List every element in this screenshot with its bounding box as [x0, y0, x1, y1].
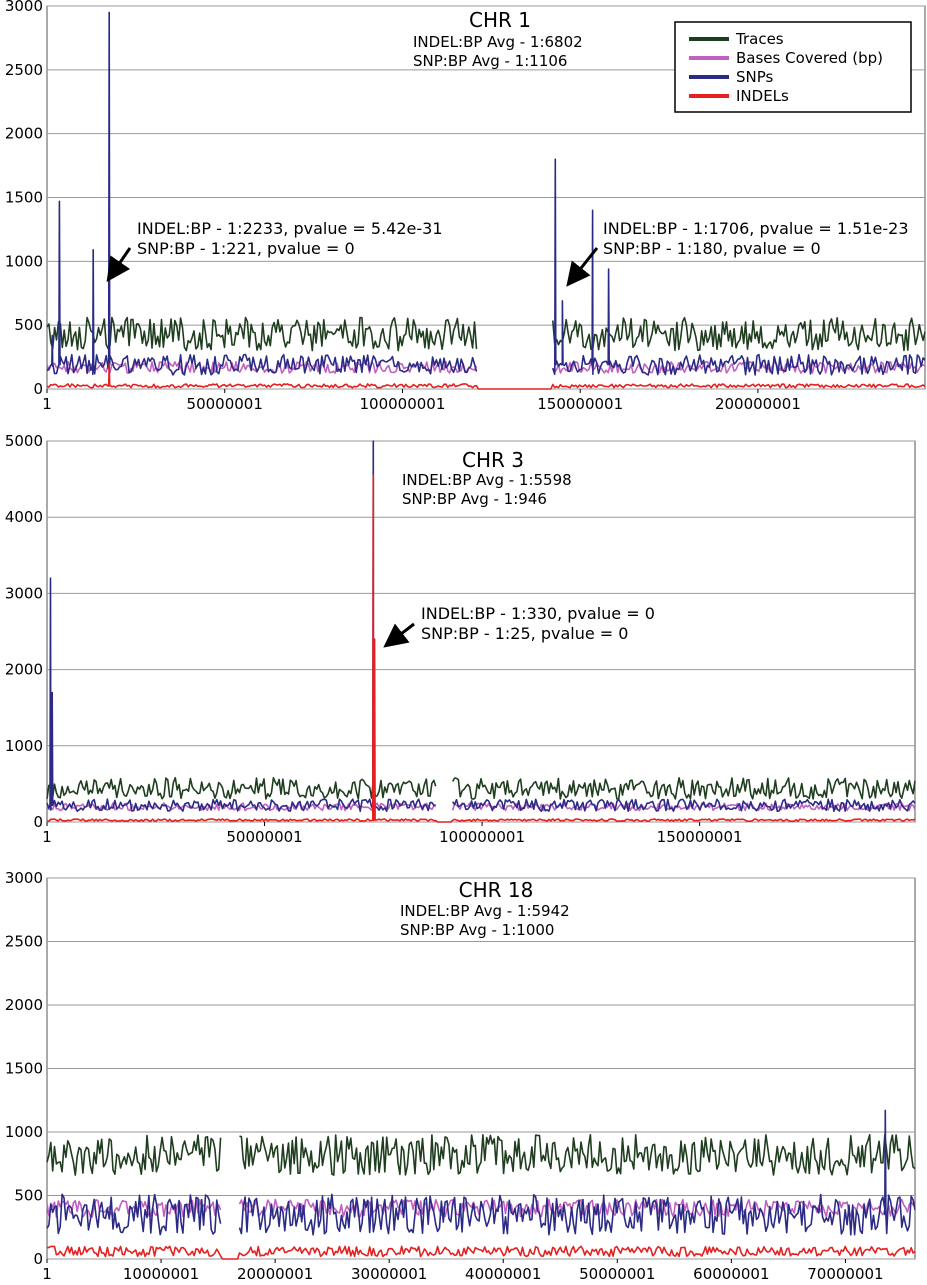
x-tick-label: 50000001 — [579, 1265, 655, 1280]
y-tick-label: 2500 — [5, 933, 43, 951]
x-tick-label: 150000001 — [657, 828, 743, 846]
series-line-traces — [46, 316, 926, 352]
series-line-snps — [46, 11, 926, 376]
x-tick-label: 200000001 — [715, 395, 801, 413]
y-tick-label: 4000 — [5, 508, 43, 526]
y-tick-label: 1000 — [5, 252, 43, 270]
chart-title: CHR 1 — [469, 8, 531, 32]
average-ratio-label: SNP:BP Avg - 1:1000 — [400, 921, 554, 939]
series-line-traces — [46, 777, 916, 800]
average-ratio-label: INDEL:BP Avg - 1:6802 — [413, 33, 583, 51]
series-line-snps — [46, 1109, 916, 1236]
x-tick-label: 50000001 — [187, 395, 263, 413]
peak-annotation-text: INDEL:BP - 1:1706, pvalue = 1.51e-23 — [603, 219, 909, 238]
y-tick-label: 2000 — [5, 661, 43, 679]
x-tick-label: 10000001 — [123, 1265, 199, 1280]
y-tick-label: 1500 — [5, 189, 43, 207]
y-tick-label: 0 — [33, 1250, 43, 1268]
y-tick-label: 3000 — [5, 0, 43, 15]
y-tick-label: 3000 — [5, 584, 43, 602]
peak-annotation-text: SNP:BP - 1:180, pvalue = 0 — [603, 239, 821, 258]
average-ratio-label: SNP:BP Avg - 1:946 — [402, 490, 547, 508]
x-tick-label: 60000001 — [693, 1265, 769, 1280]
x-tick-label: 40000001 — [465, 1265, 541, 1280]
average-ratio-label: INDEL:BP Avg - 1:5942 — [400, 902, 570, 920]
series-line-indels — [46, 362, 926, 390]
series-line-indels — [46, 474, 916, 823]
x-tick-label: 30000001 — [351, 1265, 427, 1280]
y-tick-label: 3000 — [5, 869, 43, 887]
peak-annotation-text: INDEL:BP - 1:2233, pvalue = 5.42e-31 — [137, 219, 443, 238]
series-line-traces — [46, 1134, 916, 1176]
x-tick-label: 150000001 — [537, 395, 623, 413]
y-tick-label: 500 — [14, 316, 43, 334]
x-tick-label: 1 — [42, 395, 52, 413]
annotation-arrow — [106, 247, 132, 282]
legend-label-traces: Traces — [735, 30, 784, 48]
legend-label-snps: SNPs — [736, 68, 774, 86]
x-tick-label: 100000001 — [360, 395, 446, 413]
y-tick-label: 0 — [33, 380, 43, 398]
average-ratio-label: INDEL:BP Avg - 1:5598 — [402, 471, 572, 489]
average-ratio-label: SNP:BP Avg - 1:1106 — [413, 52, 567, 70]
y-tick-label: 1000 — [5, 1123, 43, 1141]
x-tick-label: 20000001 — [237, 1265, 313, 1280]
legend-label-indels: INDELs — [736, 87, 789, 105]
peak-annotation-text: SNP:BP - 1:221, pvalue = 0 — [137, 239, 355, 258]
y-tick-label: 2000 — [5, 125, 43, 143]
y-tick-label: 1500 — [5, 1060, 43, 1078]
peak-annotation-text: SNP:BP - 1:25, pvalue = 0 — [421, 624, 628, 643]
y-tick-label: 2000 — [5, 996, 43, 1014]
peak-annotation-text: INDEL:BP - 1:330, pvalue = 0 — [421, 604, 655, 623]
y-tick-label: 5000 — [5, 432, 43, 450]
y-tick-label: 0 — [33, 813, 43, 831]
annotation-arrow — [383, 622, 415, 648]
series-line-indels — [47, 1245, 916, 1260]
x-tick-label: 1 — [42, 828, 52, 846]
y-tick-label: 500 — [14, 1187, 43, 1205]
y-tick-label: 1000 — [5, 737, 43, 755]
x-tick-label: 70000001 — [807, 1265, 883, 1280]
annotation-arrow — [566, 247, 599, 287]
legend-box — [674, 21, 912, 113]
chart-title: CHR 18 — [459, 878, 534, 902]
y-tick-label: 2500 — [5, 61, 43, 79]
chart-title: CHR 3 — [462, 448, 524, 472]
plot-area — [46, 440, 916, 823]
legend-label-bases: Bases Covered (bp) — [736, 49, 883, 67]
x-tick-label: 100000001 — [439, 828, 525, 846]
x-tick-label: 50000001 — [226, 828, 302, 846]
x-tick-label: 1 — [42, 1265, 52, 1280]
